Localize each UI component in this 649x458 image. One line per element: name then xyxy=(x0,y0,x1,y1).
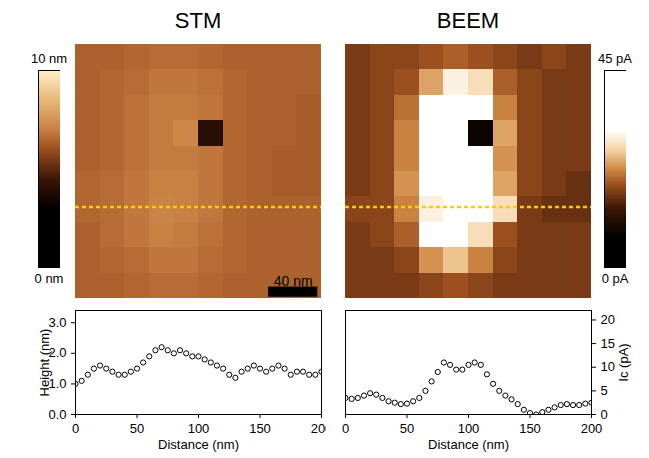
svg-text:0: 0 xyxy=(72,421,79,436)
html-text:0 pA: 0 pA xyxy=(601,271,629,286)
svg-text:50: 50 xyxy=(130,421,144,436)
svg-text:20: 20 xyxy=(601,312,615,327)
html-text:45 pA: 45 pA xyxy=(598,51,632,66)
svg-text:150: 150 xyxy=(519,421,541,436)
svg-text:Distance (nm): Distance (nm) xyxy=(158,437,239,452)
svg-text:40 nm: 40 nm xyxy=(274,273,313,289)
svg-text:0: 0 xyxy=(342,421,349,436)
svg-text:2.0: 2.0 xyxy=(48,345,67,361)
svg-text:100: 100 xyxy=(188,421,210,436)
svg-text:150: 150 xyxy=(249,421,271,436)
html-text:10 nm: 10 nm xyxy=(30,51,68,66)
svg-text:10: 10 xyxy=(601,359,615,374)
svg-text:1.0: 1.0 xyxy=(48,376,67,392)
svg-text:100: 100 xyxy=(458,421,480,436)
svg-text:3.0: 3.0 xyxy=(48,315,66,330)
svg-text:50: 50 xyxy=(400,421,414,436)
html-text:0 nm: 0 nm xyxy=(34,271,64,286)
svg-text:0: 0 xyxy=(601,407,608,422)
svg-text:0.0: 0.0 xyxy=(48,407,66,422)
html-text:BEEM: BEEM xyxy=(436,8,500,33)
html-text:STM: STM xyxy=(174,8,222,33)
svg-text:Height (nm): Height (nm) xyxy=(37,329,52,397)
svg-text:15: 15 xyxy=(601,336,615,351)
svg-text:200: 200 xyxy=(581,421,603,436)
svg-text:200: 200 xyxy=(311,421,326,436)
svg-text:Ic (pA): Ic (pA) xyxy=(616,343,631,381)
svg-text:5: 5 xyxy=(601,383,608,398)
svg-text:Distance (nm): Distance (nm) xyxy=(428,437,509,452)
